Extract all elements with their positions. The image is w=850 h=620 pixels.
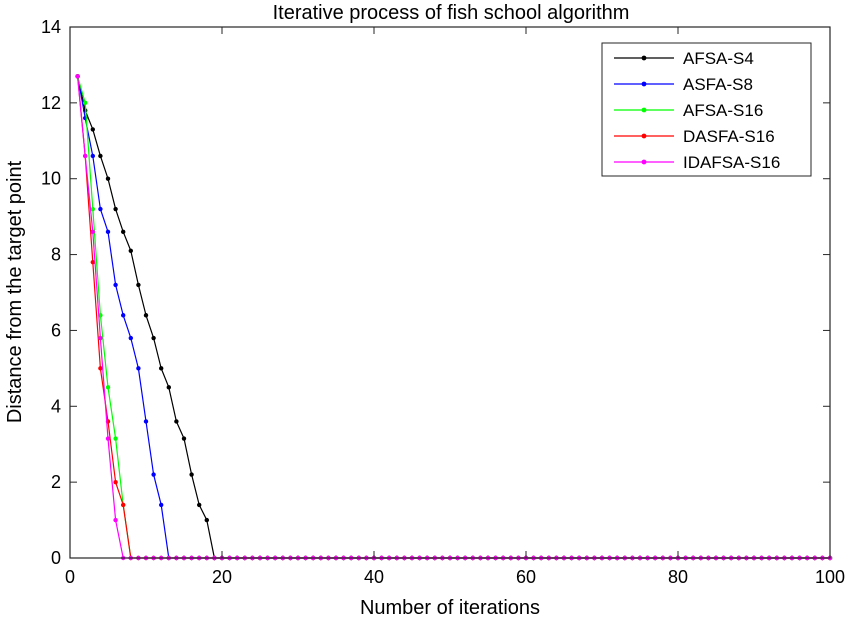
- y-tick-label: 0: [51, 548, 61, 568]
- plot-frame: [69, 26, 831, 559]
- data-point: [121, 313, 126, 318]
- y-axis-label: Distance from the target point: [4, 160, 26, 423]
- legend-entry: AFSA-S16: [614, 101, 763, 120]
- chart-title: Iterative process of fish school algorit…: [273, 2, 630, 24]
- legend-entry: IDAFSA-S16: [614, 153, 780, 172]
- data-point: [105, 436, 111, 441]
- data-point: [128, 248, 133, 253]
- legend-label: IDAFSA-S16: [683, 153, 780, 172]
- y-tick-label: 6: [51, 320, 61, 340]
- data-point: [159, 366, 164, 371]
- data-point: [151, 335, 156, 341]
- y-axis: 0 2 4 6 8 10 12 14: [41, 17, 830, 568]
- data-point: [166, 385, 171, 390]
- data-point: [105, 176, 111, 181]
- x-tick-label: 100: [815, 567, 845, 587]
- legend-marker: [641, 81, 647, 87]
- data-point: [189, 472, 194, 477]
- data-point: [113, 436, 118, 441]
- data-point: [98, 206, 103, 212]
- data-point: [128, 335, 133, 341]
- x-tick-label: 20: [212, 567, 232, 587]
- legend-entries: AFSA-S4 ASFA-S8 AFSA-S16 DASFA-S16 IDAFSA-S1…: [614, 49, 780, 172]
- data-point: [159, 502, 164, 508]
- x-tick-label: 0: [65, 567, 75, 587]
- data-point: [90, 206, 96, 212]
- legend-entry: DASFA-S16: [614, 127, 775, 146]
- legend: AFSA-S4 ASFA-S8 AFSA-S16 DASFA-S16 IDAFSA-S1…: [601, 42, 812, 177]
- legend-marker: [641, 107, 647, 113]
- data-point: [143, 419, 149, 424]
- legend-label: AFSA-S4: [683, 49, 754, 68]
- y-tick-label: 8: [51, 245, 61, 265]
- y-tick-label: 12: [41, 93, 61, 113]
- data-point: [181, 436, 187, 441]
- data-point: [136, 282, 141, 288]
- data-point: [113, 206, 118, 212]
- legend-entry: ASFA-S8: [614, 75, 753, 94]
- data-point: [204, 517, 209, 523]
- y-tick-label: 10: [41, 169, 61, 189]
- data-point: [105, 229, 111, 235]
- data-point: [98, 335, 103, 341]
- data-point: [83, 153, 88, 159]
- data-point: [143, 313, 149, 318]
- x-axis-label: Number of iterations: [360, 597, 540, 619]
- data-point: [113, 282, 118, 288]
- x-tick-label: 80: [668, 567, 688, 587]
- data-point: [113, 479, 118, 485]
- y-tick-label: 14: [41, 17, 61, 37]
- data-point: [136, 366, 141, 371]
- data-point: [90, 259, 96, 265]
- x-tick-label: 40: [364, 567, 384, 587]
- legend-entry: AFSA-S4: [614, 49, 754, 68]
- data-point: [90, 229, 96, 235]
- data-point: [75, 74, 80, 79]
- data-point: [151, 472, 156, 477]
- legend-label: AFSA-S16: [683, 101, 763, 120]
- data-point: [121, 502, 126, 508]
- legend-label: ASFA-S8: [683, 75, 753, 94]
- legend-marker: [641, 159, 647, 165]
- data-point: [98, 153, 103, 159]
- data-point: [113, 517, 118, 523]
- data-point: [83, 100, 88, 106]
- y-tick-label: 2: [51, 472, 61, 492]
- x-tick-label: 60: [516, 567, 536, 587]
- data-point: [90, 127, 96, 132]
- data-point: [174, 419, 179, 424]
- data-point: [90, 153, 96, 159]
- data-point: [105, 385, 111, 390]
- y-tick-label: 4: [51, 396, 61, 416]
- data-point: [121, 229, 126, 235]
- data-point: [197, 502, 202, 508]
- legend-marker: [641, 55, 647, 61]
- legend-label: DASFA-S16: [683, 127, 775, 146]
- legend-marker: [641, 133, 647, 139]
- data-point: [98, 366, 103, 371]
- x-axis: 0 20 40 60 80 100: [65, 27, 845, 587]
